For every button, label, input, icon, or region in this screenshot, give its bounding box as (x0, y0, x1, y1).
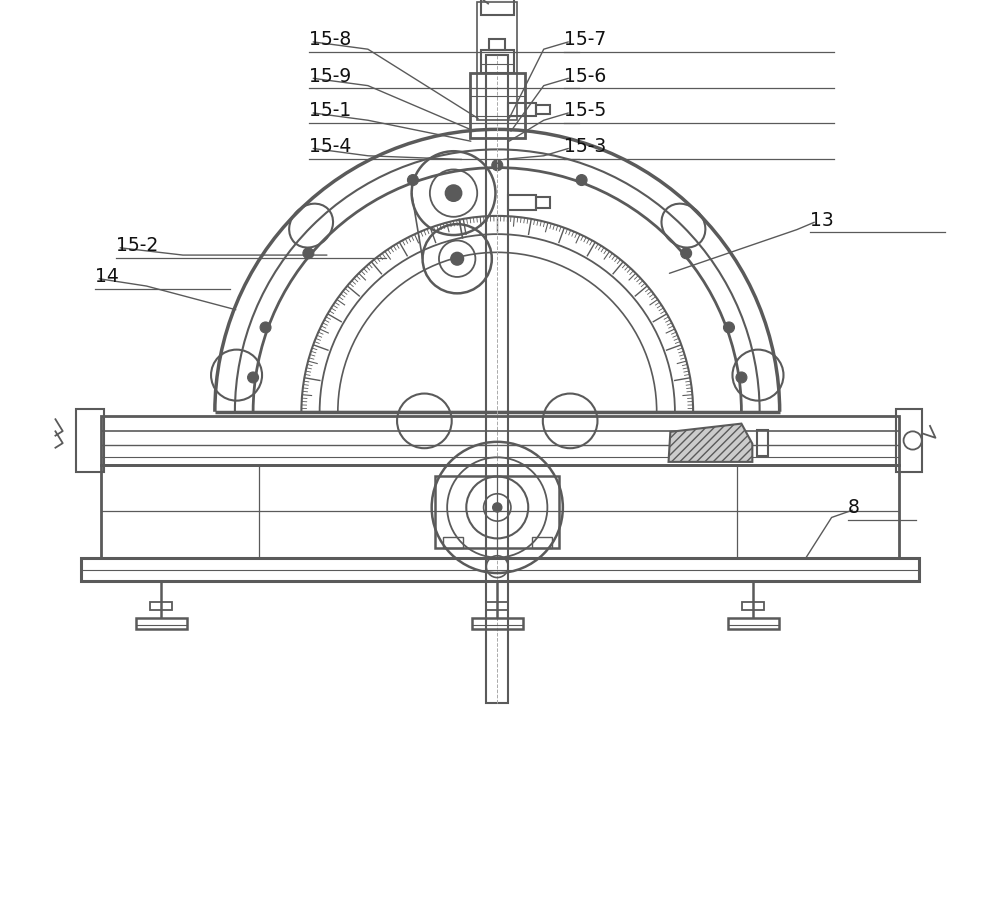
Text: 15-4: 15-4 (309, 137, 351, 156)
Circle shape (724, 322, 734, 333)
Bar (536, 197, 550, 208)
Text: 15-9: 15-9 (309, 67, 351, 86)
Bar (443, 537, 463, 548)
Circle shape (493, 503, 502, 512)
Text: 15-2: 15-2 (116, 236, 158, 255)
Bar (896, 409, 922, 472)
Text: 8: 8 (848, 498, 860, 517)
Circle shape (681, 248, 692, 259)
Text: 14: 14 (95, 267, 118, 286)
Bar (508, 195, 536, 210)
Bar (472, 618, 523, 629)
Circle shape (736, 372, 747, 383)
Text: 15-3: 15-3 (564, 137, 606, 156)
Bar (486, 602, 508, 610)
Circle shape (260, 322, 271, 333)
Bar (508, 103, 536, 116)
Bar (532, 537, 552, 548)
Text: 15-6: 15-6 (564, 67, 606, 86)
Bar (481, 0, 514, 15)
Bar (481, 50, 514, 73)
Circle shape (576, 175, 587, 186)
Bar (435, 476, 559, 548)
Bar (742, 602, 764, 610)
Bar (728, 618, 779, 629)
Bar (536, 105, 550, 114)
Bar (489, 39, 505, 50)
Bar (470, 73, 525, 138)
Bar (757, 430, 768, 456)
Bar (486, 55, 508, 703)
Circle shape (303, 248, 314, 259)
Bar (81, 558, 919, 581)
Text: 15-1: 15-1 (309, 101, 351, 120)
Circle shape (248, 372, 259, 383)
Bar (150, 602, 172, 610)
Bar (101, 465, 899, 558)
Circle shape (492, 159, 503, 170)
Circle shape (445, 185, 462, 201)
Bar (477, 2, 517, 120)
Text: 13: 13 (810, 210, 833, 230)
Bar (76, 409, 104, 472)
Polygon shape (669, 424, 752, 462)
Bar (101, 416, 899, 465)
Circle shape (407, 175, 418, 186)
Text: 15-8: 15-8 (309, 30, 351, 49)
Text: 15-5: 15-5 (564, 101, 606, 120)
Circle shape (451, 252, 464, 265)
Bar (136, 618, 187, 629)
Text: 15-7: 15-7 (564, 30, 606, 49)
